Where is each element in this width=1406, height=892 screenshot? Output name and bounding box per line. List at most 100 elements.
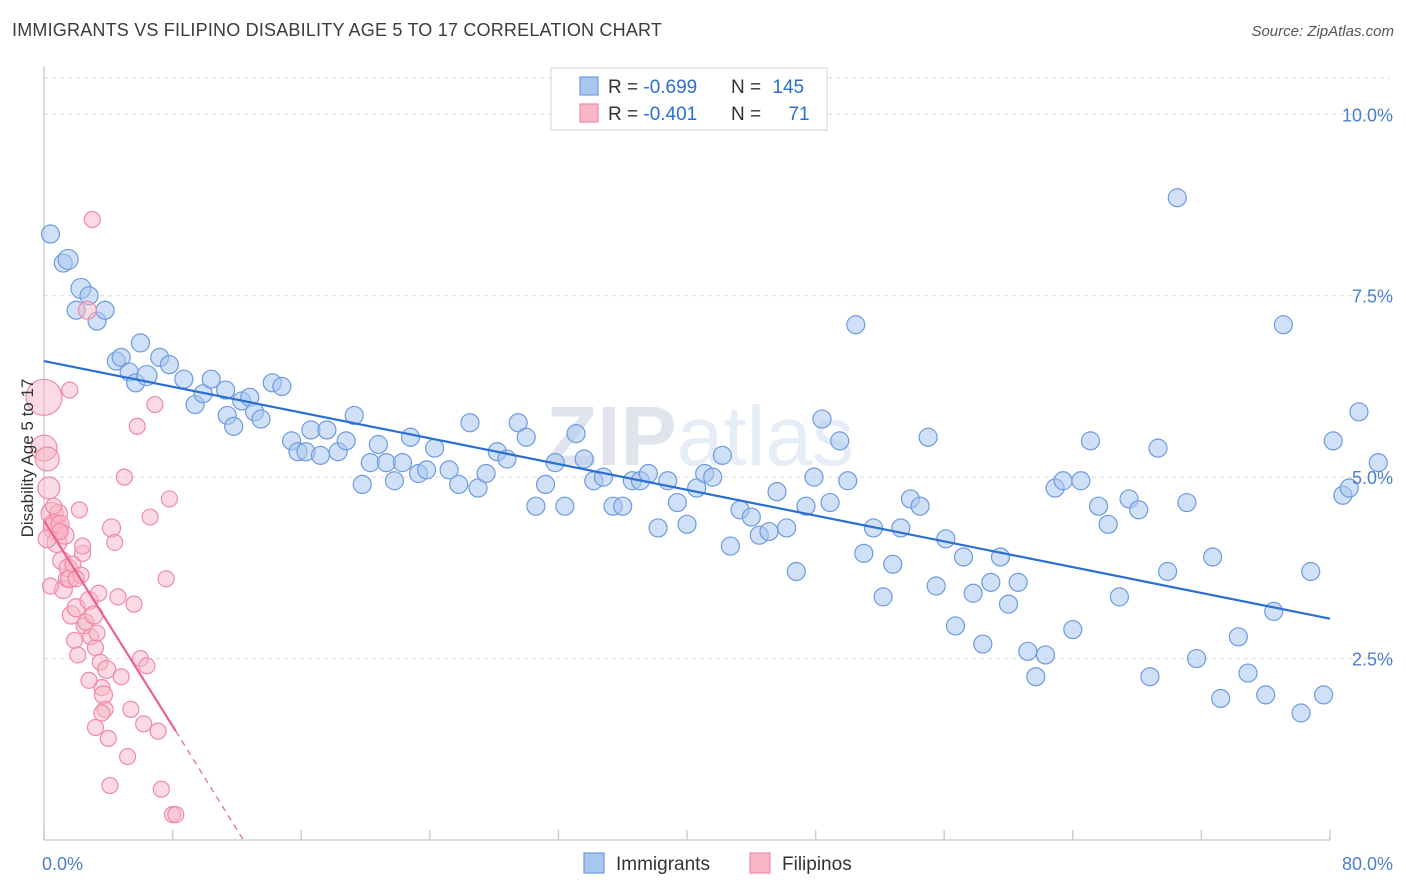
immigrants-point (1018, 641, 1038, 661)
filipinos-point (88, 624, 106, 642)
immigrants-point (1071, 471, 1091, 491)
immigrants-point (57, 248, 79, 271)
filipinos-point (128, 417, 146, 435)
immigrants-point (1088, 496, 1109, 516)
immigrants-point (1098, 514, 1118, 534)
legend-swatch-immigrants (579, 76, 599, 96)
immigrants-point (416, 460, 437, 480)
legend-n-label-2: N = (731, 104, 766, 125)
immigrants-point (516, 427, 536, 447)
immigrants-point (224, 416, 244, 436)
immigrants-point (40, 224, 61, 244)
immigrants-point (883, 554, 903, 574)
x-tick-label-0: 0.0% (42, 854, 83, 874)
immigrants-points (40, 188, 1388, 723)
immigrants-point (712, 445, 732, 465)
immigrants-point (873, 587, 893, 607)
filipinos-point (101, 776, 119, 795)
immigrants-point (667, 492, 687, 513)
immigrants-point (981, 572, 1001, 592)
legend-r-value-1: -0.699 (643, 77, 697, 98)
immigrants-point (910, 496, 930, 516)
filipinos-point (149, 722, 167, 740)
chart-source: Source: ZipAtlas.com (1251, 23, 1394, 40)
immigrants-point (953, 547, 974, 567)
y-tick-label-1: 5.0% (1352, 468, 1393, 488)
immigrants-point (508, 413, 528, 433)
immigrants-point (566, 424, 586, 444)
legend-r-label-1: R = (608, 77, 643, 98)
immigrants-point (95, 300, 115, 320)
immigrants-point (1203, 547, 1223, 567)
immigrants-point (918, 427, 938, 447)
legend-top: R = -0.699 N = 145 R = -0.401 N = 71 (550, 67, 828, 131)
immigrants-point (1228, 627, 1248, 647)
immigrants-point (425, 438, 445, 458)
immigrants-point (535, 474, 556, 494)
immigrants-point (767, 482, 787, 502)
legend-bottom-swatch-filipinos (749, 852, 771, 874)
immigrants-point (216, 380, 236, 400)
immigrants-point (130, 333, 151, 353)
immigrants-point (468, 478, 488, 498)
immigrants-point (555, 496, 575, 516)
immigrants-point (796, 496, 816, 516)
y-tick-label-3: 10.0% (1342, 105, 1393, 125)
immigrants-point (846, 315, 866, 335)
immigrants-point (476, 463, 496, 484)
svg-text:N = 71: N = 71 (731, 104, 810, 125)
legend-bottom-label-filipinos: Filipinos (782, 854, 852, 875)
immigrants-point (703, 467, 723, 487)
immigrants-point (251, 409, 271, 429)
immigrants-point (720, 536, 741, 556)
y-tick-label-0: 2.5% (1352, 650, 1393, 670)
immigrants-point (1186, 648, 1207, 669)
filipinos-point (37, 476, 61, 500)
filipinos-point (152, 780, 170, 798)
filipinos-point (34, 446, 60, 472)
immigrants-point (1339, 478, 1359, 498)
immigrants-point (1148, 438, 1168, 458)
legend-bottom-label-immigrants: Immigrants (616, 854, 710, 875)
filipinos-point (86, 639, 105, 657)
immigrants-point (574, 449, 594, 469)
immigrants-point (812, 409, 832, 429)
immigrants-point (854, 543, 874, 563)
immigrants-point (1063, 619, 1083, 640)
x-tick-labels: 0.0% 80.0% (42, 854, 1393, 874)
immigrants-point (368, 434, 388, 455)
immigrants-point (1238, 663, 1258, 683)
immigrants-point (439, 460, 459, 480)
immigrants-point (317, 420, 337, 440)
filipinos-point (65, 631, 84, 650)
filipinos-point (125, 595, 143, 613)
immigrants-point (820, 492, 840, 513)
filipinos-point (118, 747, 137, 766)
immigrants-point (1273, 315, 1293, 335)
immigrants-point (973, 634, 993, 654)
immigrants-point (1167, 188, 1187, 208)
immigrants-point (1301, 561, 1321, 582)
immigrants-point (1026, 667, 1046, 687)
immigrants-point (1158, 561, 1178, 582)
immigrants-point (360, 453, 380, 473)
gridlines (44, 77, 1390, 660)
legend-swatch-filipinos (579, 103, 599, 123)
filipinos-point (45, 497, 63, 515)
filipinos-point (70, 501, 88, 519)
filipinos-point (167, 805, 185, 824)
immigrants-point (1349, 402, 1369, 422)
y-tick-label-2: 7.5% (1352, 287, 1393, 307)
filipinos-point (109, 588, 127, 606)
immigrants-point (1291, 703, 1311, 723)
immigrants-point (376, 453, 396, 473)
filipinos-point (97, 659, 117, 680)
trendlines (43, 359, 1331, 841)
immigrants-trendline (43, 359, 1331, 620)
immigrants-point (460, 413, 480, 433)
filipinos-point (25, 378, 63, 416)
immigrants-point (741, 507, 761, 527)
immigrants-point (677, 514, 697, 534)
immigrants-point (830, 431, 850, 451)
filipinos-point (106, 533, 124, 552)
